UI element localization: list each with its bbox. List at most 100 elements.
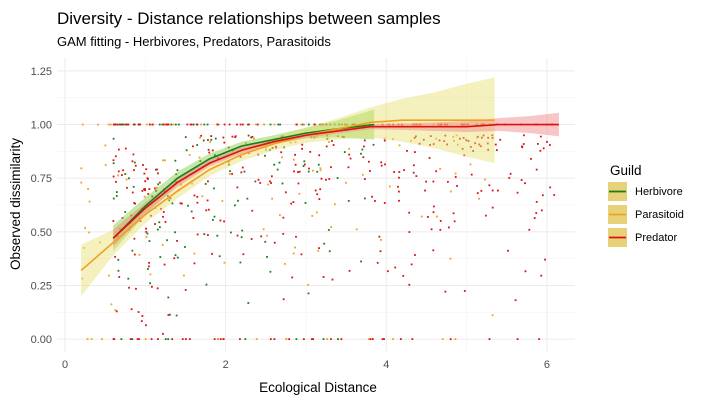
point-predator: [169, 197, 172, 200]
point-parasitoid: [436, 215, 438, 218]
point-predator: [135, 287, 137, 290]
point-predator: [397, 123, 400, 126]
point-parasitoid: [355, 228, 358, 231]
point-predator: [429, 144, 431, 146]
point-predator: [398, 171, 401, 173]
point-predator: [422, 138, 425, 141]
point-predator: [126, 186, 128, 189]
point-predator: [344, 123, 346, 126]
point-predator: [132, 153, 135, 156]
point-parasitoid: [201, 195, 204, 198]
point-parasitoid: [398, 144, 401, 147]
point-predator: [499, 138, 502, 141]
point-predator: [410, 263, 413, 266]
point-herbivore: [115, 195, 118, 197]
point-predator: [462, 136, 465, 139]
point-predator: [257, 178, 260, 181]
point-parasitoid: [345, 181, 347, 184]
point-predator: [319, 123, 322, 126]
point-predator: [363, 139, 366, 142]
point-herbivore: [337, 338, 339, 341]
point-herbivore: [167, 296, 170, 299]
point-predator: [219, 338, 222, 341]
point-herbivore: [372, 143, 375, 146]
point-predator: [347, 166, 350, 169]
point-predator: [330, 338, 332, 341]
point-predator: [115, 180, 117, 183]
point-predator: [184, 338, 187, 341]
point-parasitoid: [311, 215, 314, 217]
point-predator: [363, 123, 365, 126]
x-axis-title: Ecological Distance: [259, 380, 377, 395]
point-parasitoid: [294, 141, 297, 144]
point-parasitoid: [312, 169, 314, 172]
point-herbivore: [361, 148, 364, 151]
point-predator: [522, 134, 525, 137]
point-predator: [447, 226, 450, 229]
point-parasitoid: [198, 156, 201, 159]
point-herbivore: [156, 228, 159, 231]
point-predator: [150, 285, 153, 288]
point-parasitoid: [191, 182, 194, 185]
point-predator: [369, 170, 371, 172]
point-predator: [415, 175, 418, 177]
point-predator: [234, 136, 237, 139]
point-parasitoid: [392, 138, 394, 140]
y-tick-label: 1.25: [31, 66, 52, 78]
point-predator: [163, 263, 166, 266]
point-parasitoid: [420, 215, 423, 218]
point-parasitoid: [285, 338, 288, 341]
point-predator: [179, 202, 182, 205]
chart-title: Diversity - Distance relationships betwe…: [57, 9, 441, 28]
point-herbivore: [218, 255, 221, 258]
point-predator: [316, 193, 319, 196]
point-predator: [440, 123, 443, 126]
point-predator: [150, 338, 153, 341]
point-herbivore: [229, 170, 231, 173]
point-predator: [223, 141, 226, 144]
point-predator: [476, 192, 479, 195]
point-predator: [325, 123, 328, 126]
point-parasitoid: [449, 257, 452, 260]
point-herbivore: [247, 134, 250, 137]
point-predator: [309, 150, 312, 153]
point-predator: [412, 123, 415, 126]
point-predator: [297, 171, 299, 174]
point-predator: [480, 136, 483, 139]
point-predator: [130, 214, 133, 217]
point-parasitoid: [491, 314, 494, 317]
point-predator: [495, 149, 498, 152]
point-herbivore: [169, 313, 171, 316]
point-predator: [165, 123, 168, 126]
point-predator: [293, 170, 295, 173]
point-predator: [467, 140, 470, 142]
point-herbivore: [164, 338, 167, 341]
point-parasitoid: [83, 247, 86, 249]
point-predator: [522, 143, 525, 145]
point-predator: [133, 253, 136, 256]
point-predator: [207, 180, 209, 183]
point-predator: [236, 234, 239, 237]
point-predator: [257, 153, 260, 156]
point-predator: [271, 147, 274, 149]
point-predator: [469, 145, 472, 148]
point-predator: [114, 155, 117, 158]
point-predator: [413, 136, 416, 139]
point-herbivore: [213, 154, 216, 156]
point-predator: [340, 338, 343, 341]
point-herbivore: [175, 181, 177, 183]
point-predator: [269, 338, 272, 341]
point-predator: [240, 171, 243, 174]
point-predator: [222, 136, 225, 139]
point-predator: [376, 261, 379, 264]
point-predator: [371, 338, 374, 341]
point-predator: [321, 123, 324, 126]
point-predator: [325, 178, 327, 181]
point-predator: [192, 145, 194, 148]
point-predator: [393, 171, 396, 173]
point-predator: [196, 123, 199, 126]
point-herbivore: [307, 123, 310, 126]
point-predator: [508, 177, 511, 179]
point-predator: [381, 338, 384, 341]
point-predator: [530, 157, 532, 160]
